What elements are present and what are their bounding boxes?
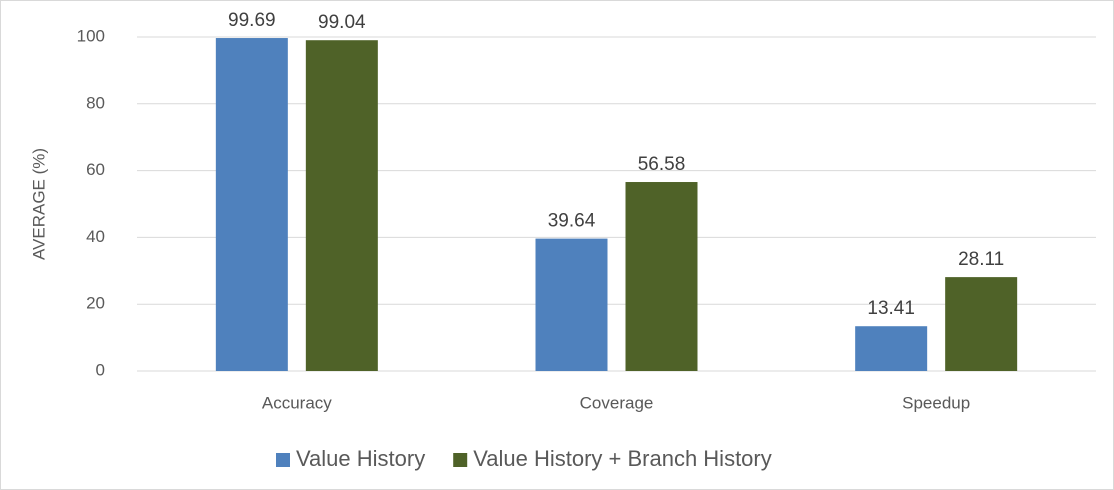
bar xyxy=(305,40,378,372)
y-tick-label: 20 xyxy=(86,294,105,313)
value-label: 99.69 xyxy=(228,10,276,31)
bar xyxy=(945,277,1018,371)
x-tick-label: Speedup xyxy=(902,393,970,412)
x-tick-label: Coverage xyxy=(580,393,654,412)
value-label: 13.41 xyxy=(867,298,915,319)
legend-label: Value History + Branch History xyxy=(473,446,772,471)
value-label: 99.04 xyxy=(318,12,366,33)
bar xyxy=(625,182,698,371)
value-label: 28.11 xyxy=(958,249,1004,270)
legend-swatch xyxy=(276,453,290,467)
y-tick-label: 60 xyxy=(86,160,105,179)
bar xyxy=(215,38,288,371)
y-tick-label: 100 xyxy=(77,26,105,45)
bar xyxy=(855,326,928,371)
legend-swatch xyxy=(453,453,468,467)
y-tick-label: 80 xyxy=(86,93,105,112)
value-label: 39.64 xyxy=(548,211,596,232)
y-tick-label: 40 xyxy=(86,227,105,246)
x-tick-label: Accuracy xyxy=(262,393,332,412)
legend-label: Value History xyxy=(296,446,425,471)
value-label: 56.58 xyxy=(638,154,686,175)
y-axis-label: AVERAGE (%) xyxy=(29,148,48,260)
bar xyxy=(535,238,608,371)
y-tick-label: 0 xyxy=(96,360,105,379)
